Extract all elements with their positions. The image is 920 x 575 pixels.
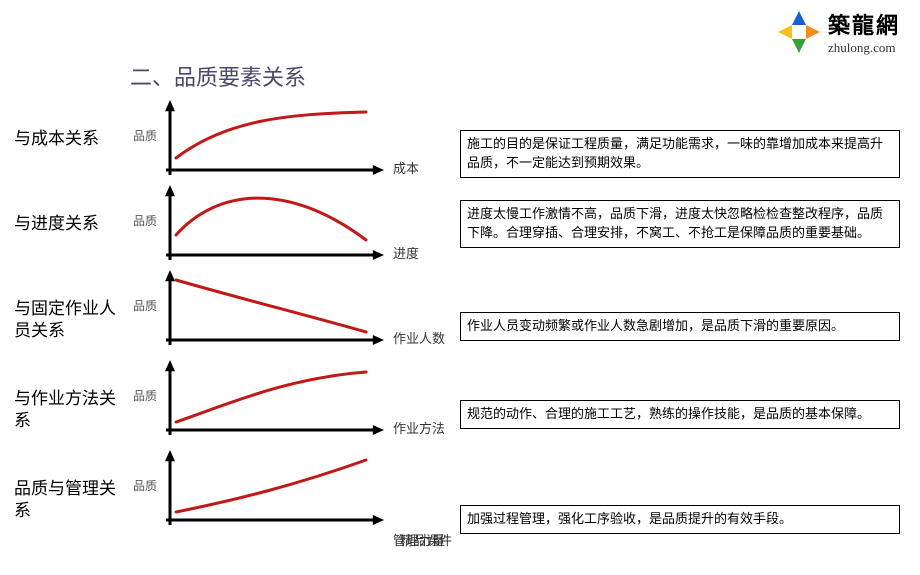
- row-label: 与成本关系: [0, 128, 120, 150]
- mini-chart: [156, 100, 386, 180]
- footer-note: 精品课件: [400, 530, 452, 549]
- logo-text-cn: 築龍網: [828, 8, 900, 40]
- mini-chart: [156, 360, 386, 440]
- y-axis-label: 品质: [133, 480, 157, 492]
- y-axis-label: 品质: [133, 300, 157, 312]
- description-box: 作业人员变动频繁或作业人数急剧增加，是品质下滑的重要原因。: [460, 312, 900, 341]
- description-box: 施工的目的是保证工程质量，满足功能需求，一味的靠增加成本来提高升品质，不一定能达…: [460, 130, 900, 178]
- x-axis-label: 进度: [393, 243, 419, 262]
- x-axis-label: 作业人数: [393, 328, 445, 347]
- mini-chart: [156, 450, 386, 530]
- mini-chart: [156, 270, 386, 350]
- row-label: 与固定作业人员关系: [0, 298, 120, 342]
- row-label: 与作业方法关系: [0, 388, 120, 432]
- logo-icon: [776, 9, 822, 55]
- logo: 築龍網 zhulong.com: [776, 8, 900, 56]
- x-axis-label: 作业方法: [393, 418, 445, 437]
- description-box: 加强过程管理，强化工序验收，是品质提升的有效手段。: [460, 505, 900, 534]
- y-axis-label: 品质: [133, 130, 157, 142]
- description-box: 规范的动作、合理的施工工艺，熟练的操作技能，是品质的基本保障。: [460, 400, 900, 429]
- logo-text-en: zhulong.com: [828, 40, 900, 56]
- y-axis-label: 品质: [133, 390, 157, 402]
- description-box: 进度太慢工作激情不高，品质下滑，进度太快忽略检检查整改程序，品质下降。合理穿插、…: [460, 200, 900, 248]
- page-title: 二、品质要素关系: [130, 60, 306, 92]
- y-axis-label: 品质: [133, 215, 157, 227]
- row-label: 品质与管理关系: [0, 478, 120, 522]
- x-axis-label: 成本: [393, 158, 419, 177]
- row-label: 与进度关系: [0, 213, 120, 235]
- mini-chart: [156, 185, 386, 265]
